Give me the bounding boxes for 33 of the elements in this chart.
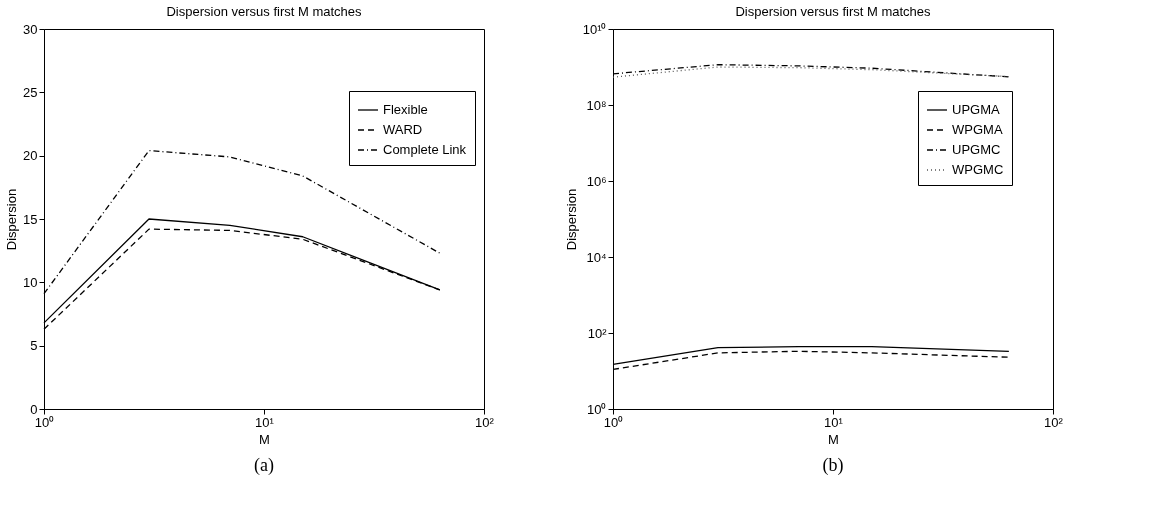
legend-label: Flexible bbox=[383, 102, 428, 117]
y-tick-label: 30 bbox=[23, 21, 38, 37]
legend-label: WPGMA bbox=[952, 122, 1003, 137]
chart-title: Dispersion versus first M matches bbox=[735, 4, 932, 19]
x-tick-label: 10⁰ bbox=[603, 414, 624, 430]
legend-label: WPGMC bbox=[952, 162, 1004, 177]
y-axis-title: Dispersion bbox=[563, 188, 579, 251]
x-axis-title: M bbox=[828, 431, 839, 447]
y-tick-label: 5 bbox=[30, 338, 38, 354]
x-axis-title: M bbox=[259, 431, 270, 447]
legend-label: UPGMC bbox=[952, 142, 1001, 157]
y-tick-label: 10⁰ bbox=[587, 401, 607, 417]
y-tick-label: 0 bbox=[30, 401, 38, 417]
x-tick-label: 10¹ bbox=[824, 414, 844, 430]
legend-label: UPGMA bbox=[952, 102, 1000, 117]
y-tick-label: 25 bbox=[23, 84, 38, 100]
y-tick-label: 10¹⁰ bbox=[582, 21, 607, 37]
chart-title: Dispersion versus first M matches bbox=[166, 4, 363, 19]
y-tick-label: 10⁸ bbox=[586, 97, 607, 113]
x-tick-label: 10² bbox=[475, 414, 495, 430]
text: (b) bbox=[822, 455, 844, 476]
legend-label: Complete Link bbox=[383, 142, 467, 157]
y-tick-label: 10⁴ bbox=[586, 249, 607, 265]
x-tick-label: 10¹ bbox=[255, 414, 275, 430]
y-tick-label: 15 bbox=[23, 211, 38, 227]
y-tick-label: 10 bbox=[23, 274, 38, 290]
y-tick-label: 20 bbox=[23, 148, 38, 164]
text: (a) bbox=[254, 455, 274, 476]
y-axis-title: Dispersion bbox=[4, 188, 20, 251]
x-tick-label: 10² bbox=[1044, 414, 1064, 430]
y-tick-label: 10⁶ bbox=[586, 173, 607, 189]
y-tick-label: 10² bbox=[587, 325, 608, 341]
legend-label: WARD bbox=[383, 122, 423, 137]
